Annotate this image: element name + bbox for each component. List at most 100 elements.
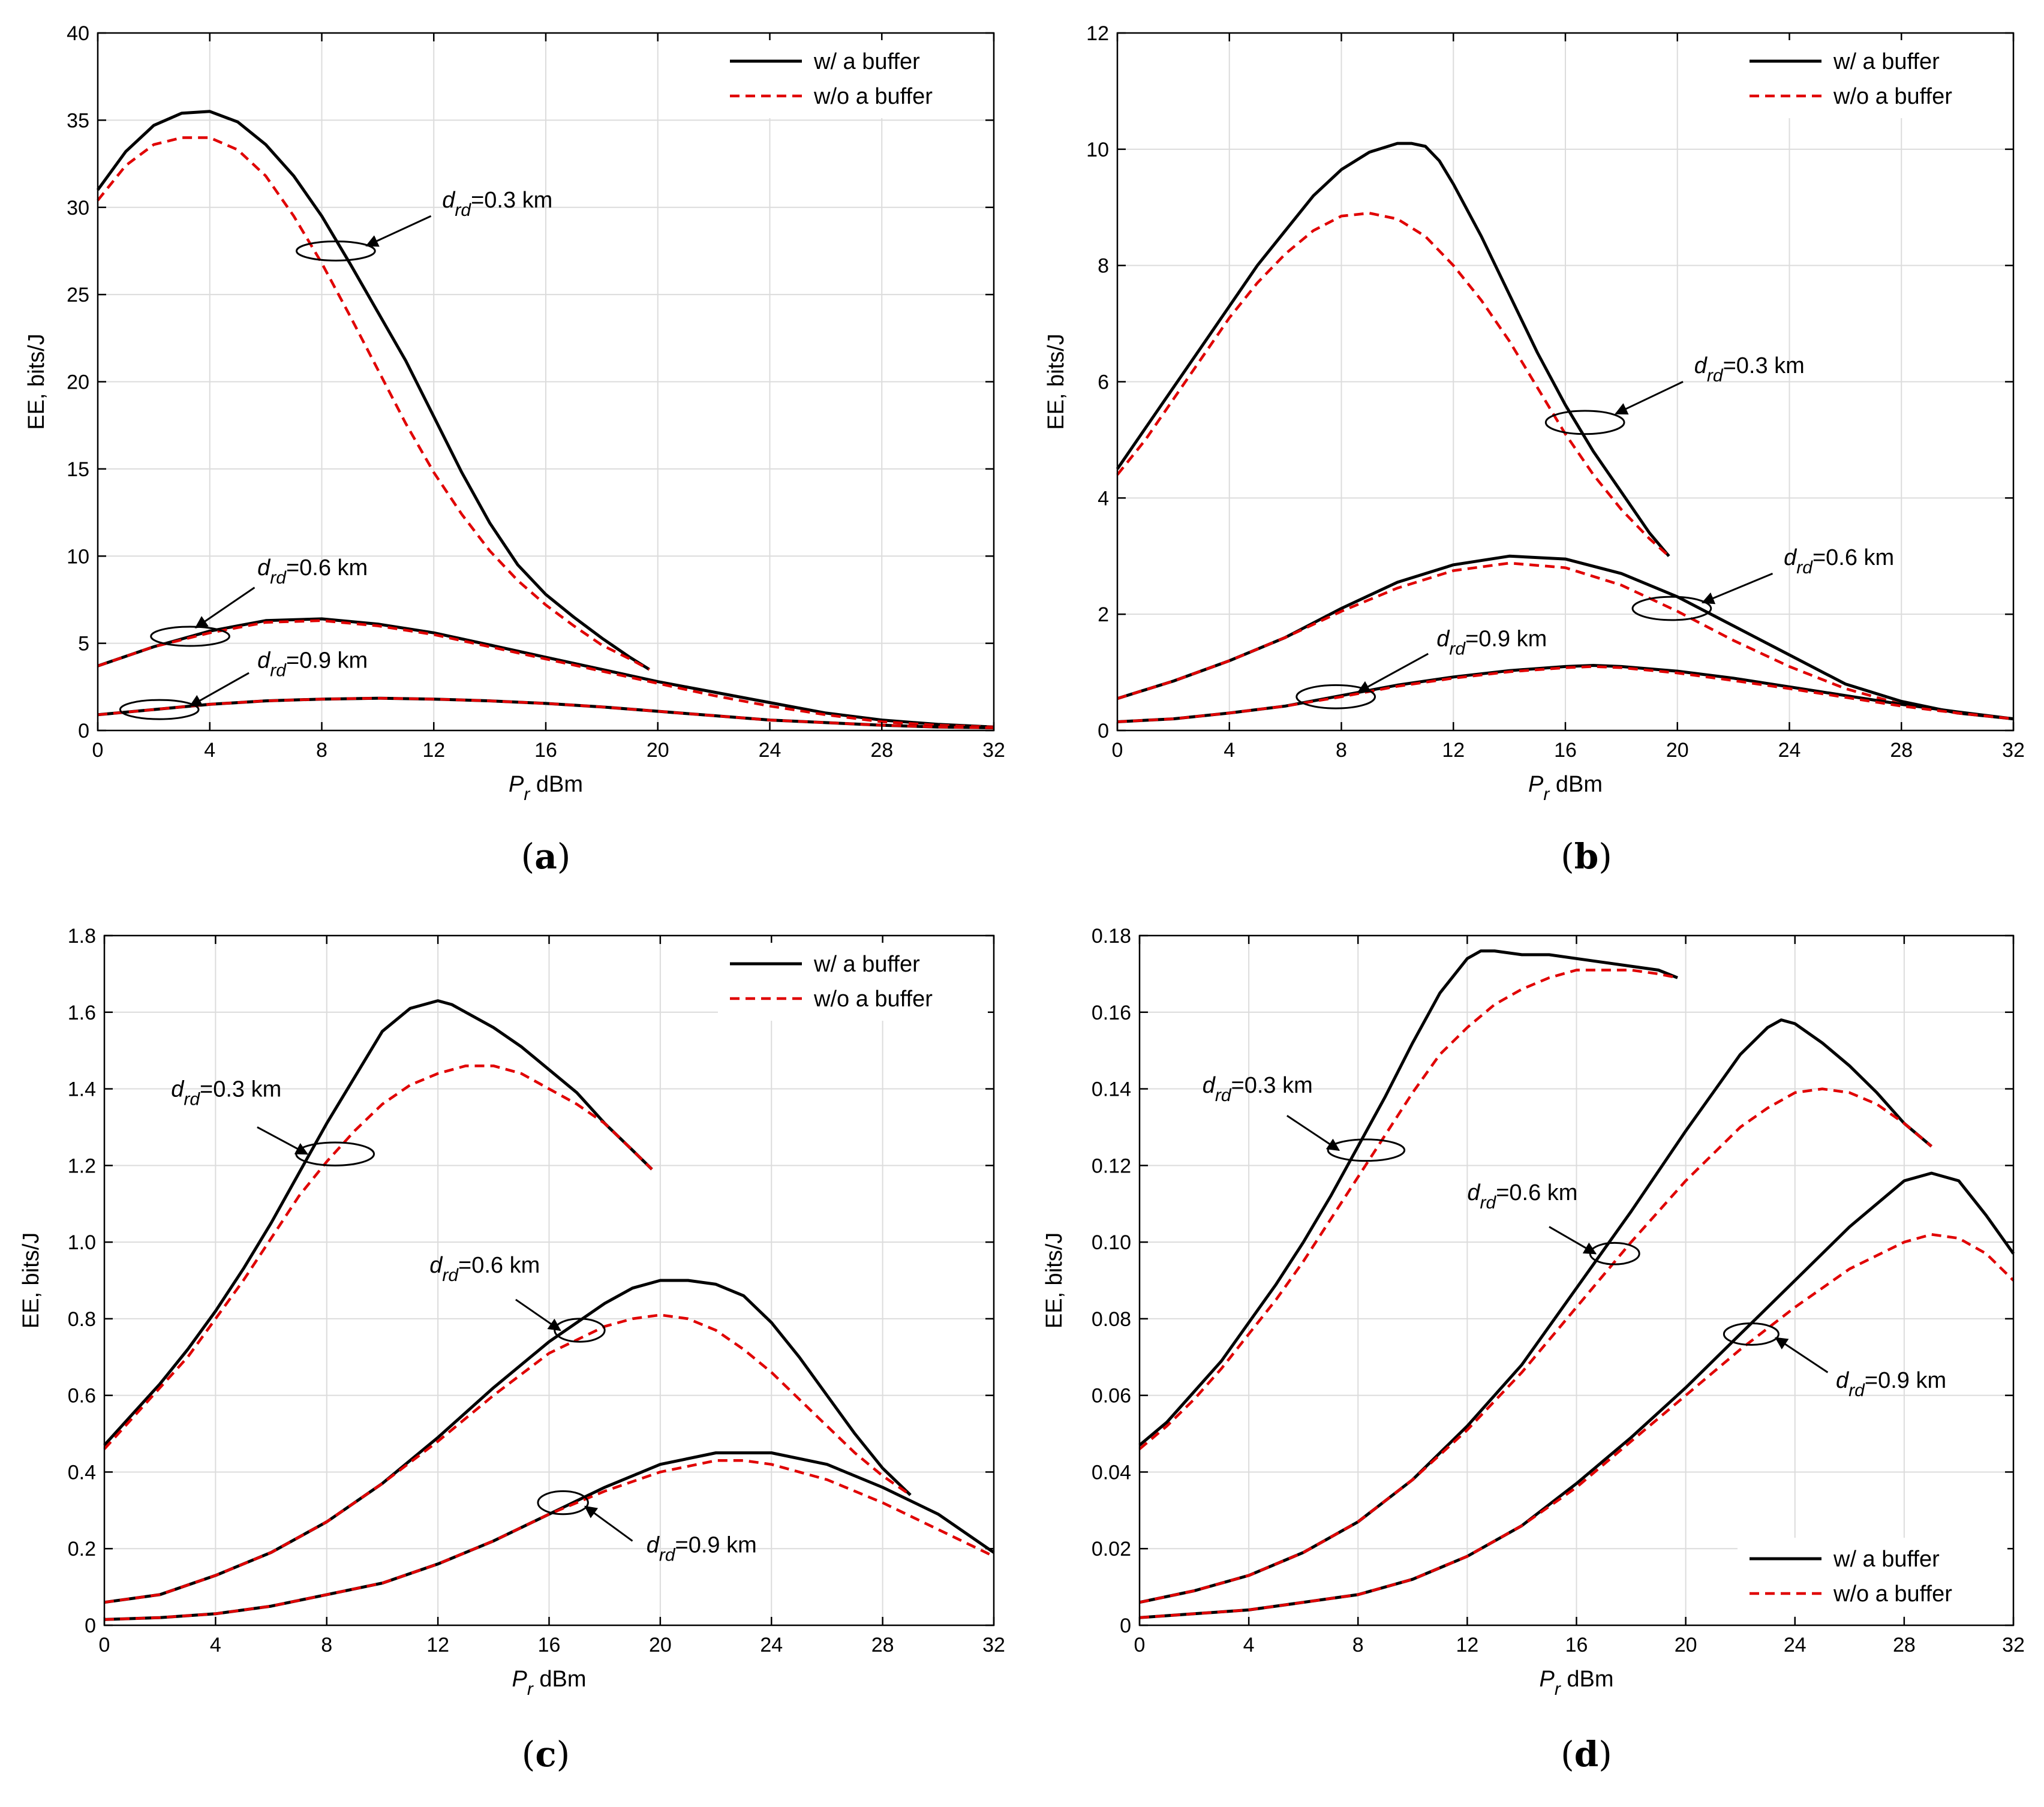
series-line-without-buffer	[1138, 969, 1678, 1450]
legend: w/ a buffer w/o a buffer	[1738, 40, 2007, 118]
annotation-ellipse	[1295, 684, 1376, 709]
y-tick-label: 0.8	[68, 1308, 96, 1331]
annotation-arrow	[1615, 381, 1684, 415]
x-tick-label: 28	[871, 1634, 894, 1656]
legend-label: w/o a buffer	[813, 987, 933, 1012]
x-tick-label: 8	[321, 1634, 332, 1656]
x-tick-label: 4	[210, 1634, 221, 1656]
annotation-ellipse	[1631, 596, 1712, 621]
annotation-label: drd=0.6 km	[1467, 1180, 1577, 1213]
y-tick-label: 35	[67, 109, 89, 132]
y-tick-label: 0.16	[1092, 1002, 1131, 1024]
chart-panel-d: 0 4 8 12 16 20 24 28 32 0 0.02 0.04 0.06 0.08 0.10 0.12…	[1042, 925, 2025, 1775]
x-tick-label: 0	[1134, 1634, 1146, 1656]
annotation-drd: drd=0.6 km	[150, 555, 368, 647]
y-axis-label: EE, bits/J	[1042, 1232, 1067, 1329]
y-tick-label: 0.10	[1092, 1231, 1131, 1254]
x-axis-label: Pr dBm	[509, 772, 583, 804]
y-tick-label: 0.02	[1092, 1538, 1131, 1561]
series-line-without-buffer	[104, 1313, 912, 1604]
x-tick-label: 8	[316, 739, 327, 762]
y-tick-label: 1.6	[68, 1002, 96, 1024]
x-tick-label: 12	[1456, 1634, 1478, 1656]
legend-label: w/ a buffer	[813, 49, 920, 74]
series-line-without-buffer	[1139, 1087, 1932, 1604]
legend-label: w/o a buffer	[1833, 84, 1952, 109]
y-tick-label: 25	[67, 284, 89, 306]
annotation-label: drd=0.9 km	[257, 648, 368, 680]
annotation-ellipse	[1723, 1322, 1780, 1346]
annotation-drd: drd=0.3 km	[1544, 353, 1805, 435]
x-tick-label: 4	[1224, 739, 1235, 762]
x-tick-label: 16	[534, 739, 557, 762]
x-tick-label: 8	[1352, 1634, 1364, 1656]
y-tick-label: 10	[1086, 139, 1109, 161]
x-tick-label: 16	[1554, 739, 1577, 762]
y-tick-label: 0	[1120, 1614, 1131, 1637]
y-tick-label: 5	[78, 633, 89, 656]
x-tick-label: 32	[2002, 1634, 2025, 1656]
legend-label: w/ a buffer	[1833, 49, 1940, 74]
annotation-label: drd=0.3 km	[1694, 353, 1805, 386]
annotation-label: drd=0.9 km	[1436, 626, 1547, 659]
annotation-ellipse	[119, 699, 200, 720]
x-tick-label: 20	[649, 1634, 672, 1656]
series-line-with-buffer	[96, 110, 651, 671]
x-tick-label: 28	[1893, 1634, 1916, 1656]
series-line-with-buffer	[1139, 1018, 1933, 1604]
x-tick-label: 0	[1112, 739, 1123, 762]
annotation-drd: drd=0.3 km	[1203, 1073, 1406, 1162]
y-tick-label: 1.4	[68, 1078, 96, 1101]
annotation-drd: drd=0.9 km	[537, 1490, 757, 1565]
annotation-label: drd=0.3 km	[171, 1077, 281, 1109]
y-tick-label: 4	[1098, 487, 1109, 510]
y-tick-label: 0	[1098, 720, 1109, 742]
annotation-drd: drd=0.6 km	[1467, 1180, 1640, 1265]
annotation-arrow	[584, 1505, 633, 1542]
series-line-without-buffer	[103, 1064, 653, 1450]
annotation-arrow	[365, 215, 432, 247]
annotation-drd: drd=0.6 km	[1631, 545, 1894, 621]
y-tick-label: 10	[67, 545, 89, 568]
y-tick-label: 1.2	[68, 1154, 96, 1177]
legend-label: w/ a buffer	[1833, 1547, 1940, 1572]
annotation-ellipse	[537, 1490, 589, 1516]
annotation-label: drd=0.9 km	[1836, 1368, 1946, 1400]
x-tick-label: 24	[760, 1634, 783, 1656]
annotation-arrow	[257, 1126, 309, 1155]
y-axis-label: EE, bits/J	[24, 333, 49, 430]
annotation-arrow	[1549, 1226, 1597, 1255]
series-line-with-buffer	[1116, 142, 1670, 557]
y-tick-label: 1.8	[68, 925, 96, 948]
annotation-arrow	[1286, 1115, 1340, 1151]
series-line-without-buffer	[97, 136, 650, 671]
series-line-without-buffer	[97, 619, 994, 729]
series-line-without-buffer	[1116, 212, 1670, 557]
x-tick-label: 12	[422, 739, 445, 762]
panel-label: (c)	[522, 1734, 570, 1775]
x-tick-label: 32	[2002, 739, 2025, 762]
y-tick-label: 0.2	[68, 1538, 96, 1561]
annotation-label: drd=0.6 km	[1784, 545, 1894, 578]
y-tick-label: 0.14	[1092, 1078, 1131, 1101]
y-tick-label: 40	[67, 22, 89, 45]
annotation-drd: drd=0.3 km	[295, 188, 552, 261]
x-tick-label: 16	[1565, 1634, 1588, 1656]
x-tick-label: 8	[1336, 739, 1347, 762]
y-tick-label: 12	[1086, 22, 1109, 45]
annotation-label: drd=0.9 km	[647, 1533, 757, 1565]
y-tick-label: 2	[1098, 603, 1109, 626]
x-tick-label: 12	[1442, 739, 1465, 762]
y-tick-label: 20	[67, 371, 89, 394]
annotation-drd: drd=0.9 km	[119, 648, 368, 720]
series-line-with-buffer	[1138, 949, 1678, 1447]
annotation-label: drd=0.3 km	[442, 188, 552, 220]
x-axis-label: Pr dBm	[512, 1667, 586, 1699]
y-tick-label: 8	[1098, 255, 1109, 278]
y-tick-label: 0.4	[68, 1461, 96, 1484]
series-line-without-buffer	[104, 1459, 994, 1621]
series-line-with-buffer	[97, 617, 994, 729]
x-tick-label: 20	[647, 739, 669, 762]
